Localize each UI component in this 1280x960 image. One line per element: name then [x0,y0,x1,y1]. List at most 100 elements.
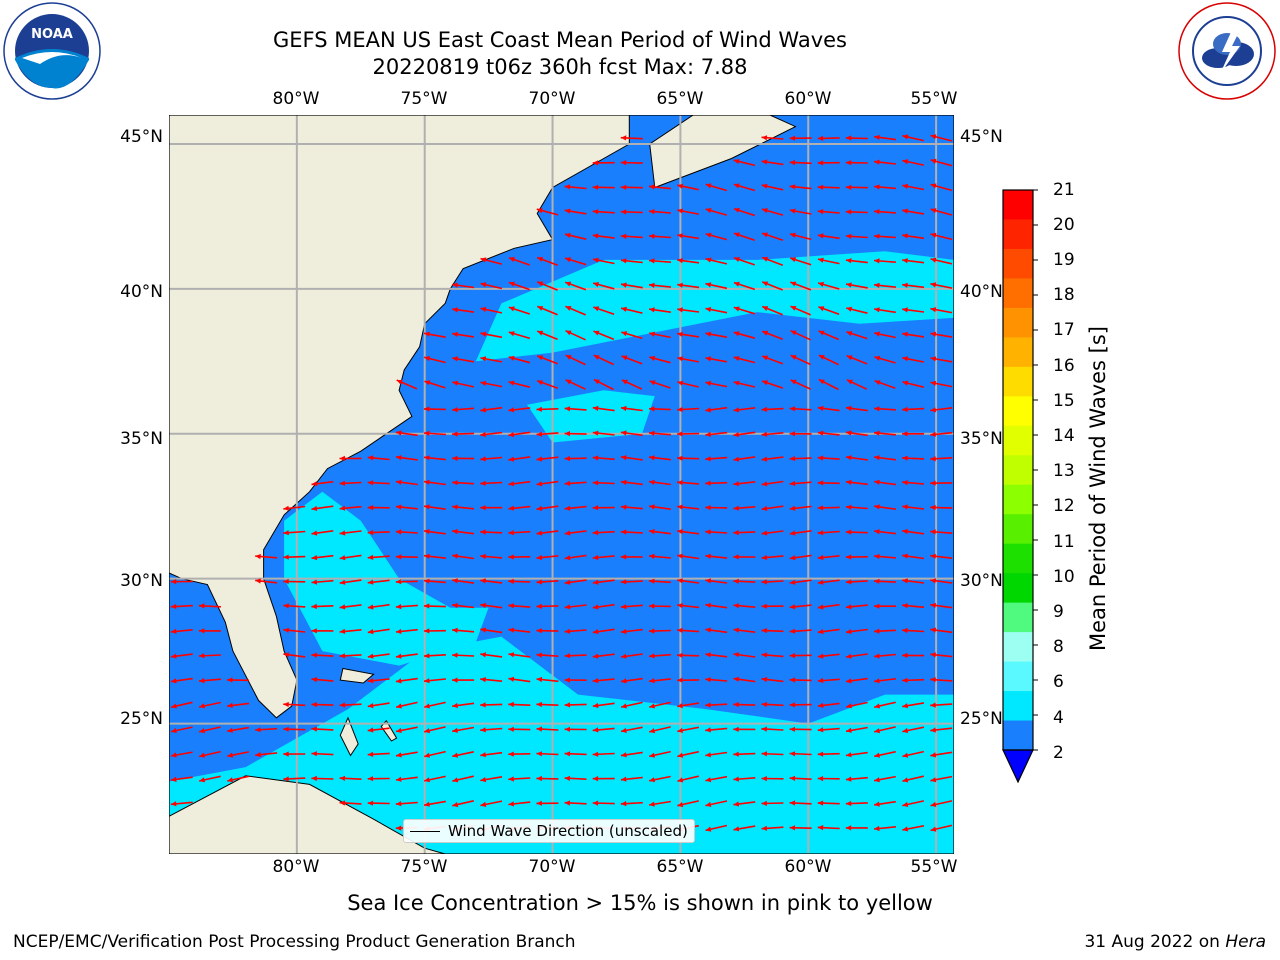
map-panel [169,115,954,854]
wave-direction-arrow [311,775,334,782]
arrow-head [902,208,908,214]
wave-direction-arrow [648,678,671,684]
wave-direction-arrow [423,603,446,609]
wave-direction-arrow [705,406,728,413]
footer-machine: Hera [1225,932,1266,952]
wave-direction-arrow [592,405,615,412]
arrow-head [508,407,515,413]
landmass [339,667,375,684]
arrow-head [733,306,740,312]
colorbar-extend-triangle [1002,749,1034,783]
arrow-head [593,306,600,312]
arrow-head [564,653,571,659]
arrow-head [930,578,936,584]
wave-direction-arrow [817,702,840,708]
arrow-head [339,555,346,561]
wave-direction-arrow [873,282,896,288]
wave-direction-arrow [311,652,334,658]
wave-direction-arrow [620,504,643,510]
colorbar-tick: 13 [1053,461,1075,481]
arrow-head [592,430,599,436]
arrow-head [452,307,458,313]
arrow-head [227,677,233,683]
arrow-head [902,183,909,189]
arrow-head [424,801,430,807]
wave-direction-arrow [677,726,700,733]
arrow-head [930,652,936,658]
wave-direction-arrow [620,579,643,585]
wave-direction-arrow [649,380,671,389]
arrow-head [817,629,824,635]
arrow-head [480,505,486,511]
wave-direction-arrow [873,307,896,314]
wave-direction-arrow [508,331,531,340]
arrow-head [902,578,908,584]
arrow-head [845,653,852,659]
wave-direction-arrow [733,776,756,782]
wave-direction-arrow [621,379,643,390]
lon-tick-bottom: 65°W [656,857,704,877]
wave-direction-arrow [424,356,446,364]
arrow-head [733,505,739,511]
wave-direction-arrow [283,603,306,609]
arrow-head [536,431,543,437]
arrow-head [424,331,430,337]
wave-direction-arrow [283,701,306,708]
arrow-head [424,529,430,535]
arrow-head [536,775,542,782]
colorbar-tick: 21 [1053,180,1075,200]
wave-direction-arrow [367,751,390,757]
wave-direction-arrow [677,578,700,584]
wave-direction-arrow [199,726,221,734]
wave-direction-arrow [451,529,475,535]
wave-direction-arrow [902,726,925,734]
arrow-head [817,135,824,141]
wave-direction-arrow [423,529,446,535]
arrow-head [733,751,739,757]
arrow-head [649,282,655,288]
arrow-head [817,160,824,166]
arrow-head [902,677,908,683]
wave-direction-arrow [536,431,559,437]
arrow-head [564,232,571,238]
arrow-head [902,258,908,264]
arrow-head [452,777,459,783]
legend-label: Wind Wave Direction (unscaled) [448,822,688,840]
wave-direction-arrow [845,726,868,733]
wave-direction-arrow [705,677,728,683]
arrow-head [480,480,486,486]
wave-direction-arrow [508,306,531,315]
arrow-head [649,355,656,361]
arrow-head [620,579,627,585]
arrow-head [874,159,880,165]
arrow-head [311,652,317,658]
wave-direction-arrow [705,380,728,388]
arrow-head [762,306,769,311]
arrow-head [733,578,739,584]
wave-direction-arrow [790,379,811,390]
colorbar-segment [1003,455,1033,486]
wave-direction-arrow [508,652,531,658]
wave-direction-arrow [705,505,728,511]
arrow-head [452,331,458,337]
colorbar-segment [1003,366,1033,397]
lat-tick-left: 35°N [120,429,163,449]
wave-direction-arrow [902,677,925,683]
arrow-head [367,529,374,536]
arrow-head [367,480,374,486]
wave-direction-arrow [648,504,671,510]
wave-direction-arrow [761,825,784,831]
wave-direction-arrow [790,281,812,291]
arrow-head [395,752,402,758]
wave-direction-arrow [367,776,390,782]
wave-direction-arrow [817,209,840,215]
arrow-head [874,678,880,684]
arrow-head [508,456,515,462]
arrow-head [198,628,205,634]
wave-direction-arrow [311,702,334,708]
arrow-head [761,481,768,487]
wave-direction-arrow [170,653,193,659]
arrow-head [452,802,459,808]
wave-direction-arrow [564,281,587,291]
wave-direction-arrow [452,702,475,709]
